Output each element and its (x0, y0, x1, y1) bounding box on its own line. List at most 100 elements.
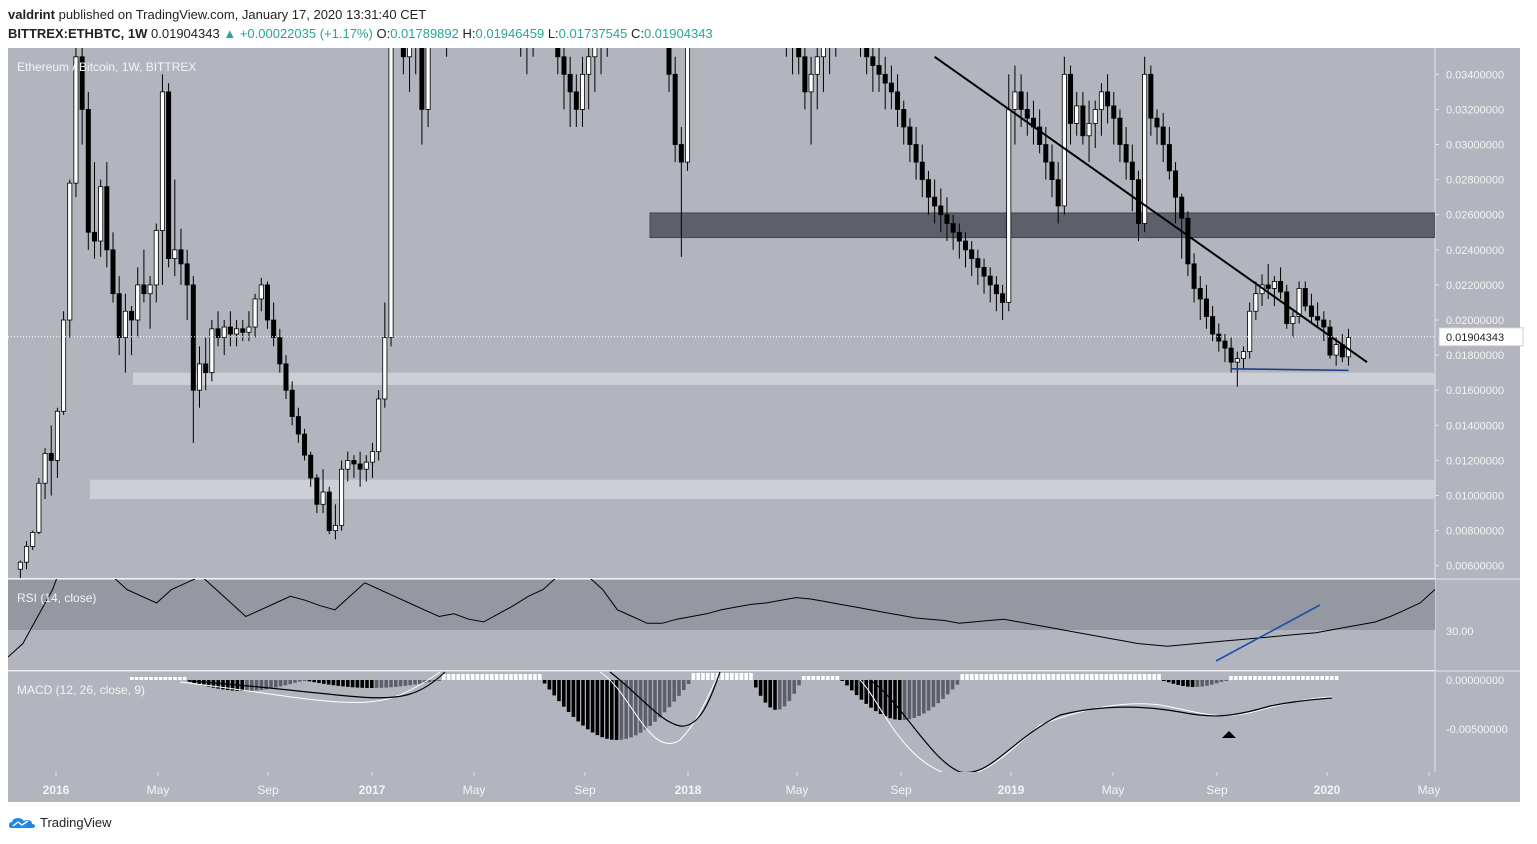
candle (209, 320, 215, 382)
candle-body (573, 91, 579, 110)
candle (1185, 211, 1191, 277)
candle (543, 0, 547, 22)
candle (36, 477, 42, 535)
up-arrow-icon: ▲ (223, 26, 237, 41)
macd-histogram-bar (955, 680, 960, 685)
support-line (1231, 368, 1349, 372)
candle-body (1160, 126, 1166, 145)
price-tick-label: 0.03000000 (1446, 140, 1504, 152)
time-tick-label: 2017 (359, 783, 386, 797)
macd-histogram-bar (427, 680, 432, 683)
candle (802, 48, 808, 110)
macd-histogram-bar (662, 680, 667, 713)
candle (258, 277, 264, 312)
macd-histogram-bar (1315, 676, 1320, 680)
candle (766, 0, 770, 4)
candle-body (258, 284, 264, 300)
candle-body (376, 398, 382, 453)
candle (369, 442, 375, 478)
price-tick-label: 0.03200000 (1446, 104, 1504, 116)
macd-histogram-bar (835, 676, 840, 680)
rsi-line (8, 579, 1435, 658)
candle (197, 346, 203, 408)
candle-body (685, 48, 691, 163)
publish-text: published on TradingView.com, January 17… (58, 7, 427, 22)
candle-body (73, 56, 79, 184)
candle-body (252, 298, 258, 328)
macd-histogram-bar (557, 680, 561, 702)
macd-histogram-bar (1234, 676, 1238, 680)
price-change: +0.00022035 (+1.17%) (239, 26, 373, 41)
tradingview-logo[interactable]: TradingView (8, 815, 112, 830)
candle (611, 0, 615, 39)
macd-histogram-bar (1114, 674, 1118, 680)
author-name[interactable]: valdrint (8, 7, 55, 22)
macd-histogram-bar (552, 680, 556, 696)
macd-tick-label: -0.00500000 (1446, 724, 1508, 736)
macd-histogram-bar (1272, 676, 1276, 680)
macd-histogram-bar (912, 680, 916, 718)
last-price-tag: 0.01904343 (1438, 327, 1524, 347)
macd-histogram-bar (163, 677, 168, 680)
price-tick-label: 0.02800000 (1446, 175, 1504, 187)
macd-histogram-bar (202, 680, 206, 686)
candle-body (438, 0, 442, 4)
candle (190, 276, 196, 443)
candle-body (814, 56, 820, 75)
candle (451, 0, 455, 39)
candle-body (289, 389, 295, 417)
candle (363, 455, 369, 482)
macd-histogram-bar (1248, 676, 1252, 680)
candle (820, 48, 826, 92)
candle (1129, 144, 1135, 212)
macd-histogram-bar (389, 680, 393, 688)
candle-body (320, 491, 326, 505)
macd-histogram-bar (893, 680, 897, 720)
candle (234, 320, 240, 347)
candle (919, 144, 925, 198)
candle (61, 311, 67, 415)
macd-histogram-bar (331, 680, 336, 686)
candle (314, 474, 320, 514)
candle (975, 249, 981, 285)
candle (617, 0, 621, 22)
candle-body (592, 48, 598, 58)
macd-histogram-bar (1013, 674, 1017, 680)
candle-body (1327, 326, 1333, 356)
macd-histogram-bar (701, 673, 705, 680)
macd-histogram-bar (1085, 674, 1089, 680)
candle-body (30, 531, 36, 547)
candle (1333, 337, 1339, 366)
macd-histogram-bar (941, 680, 945, 699)
support-zone (133, 372, 1435, 385)
macd-histogram-bar (1142, 674, 1147, 680)
candle (981, 258, 987, 294)
macd-histogram-bar (336, 680, 340, 686)
candle (561, 48, 567, 110)
price-tick-label: 0.01000000 (1446, 491, 1504, 503)
macd-histogram-bar (998, 674, 1003, 680)
candle-body (846, 0, 850, 4)
macd-histogram-bar (374, 680, 379, 688)
candle-body (1284, 291, 1290, 324)
candle (550, 0, 554, 39)
candle-body (1086, 123, 1092, 137)
macd-histogram-bar (806, 676, 811, 680)
high-label: H: (462, 26, 476, 41)
candle-body (1142, 73, 1148, 224)
candle-body (172, 249, 178, 259)
macd-histogram-bar (1008, 674, 1012, 680)
candle-body (295, 416, 301, 435)
candle-body (1006, 109, 1012, 303)
macd-histogram-bar (840, 680, 844, 681)
candle (438, 0, 442, 22)
candle-body (36, 482, 42, 533)
main-plot (17, 0, 1435, 578)
candle (1055, 162, 1061, 224)
candle-body (543, 0, 547, 4)
macd-histogram-bar (768, 680, 772, 708)
candle (1111, 91, 1117, 145)
candle-body (61, 319, 67, 412)
high-value: 0.01946459 (475, 26, 545, 41)
